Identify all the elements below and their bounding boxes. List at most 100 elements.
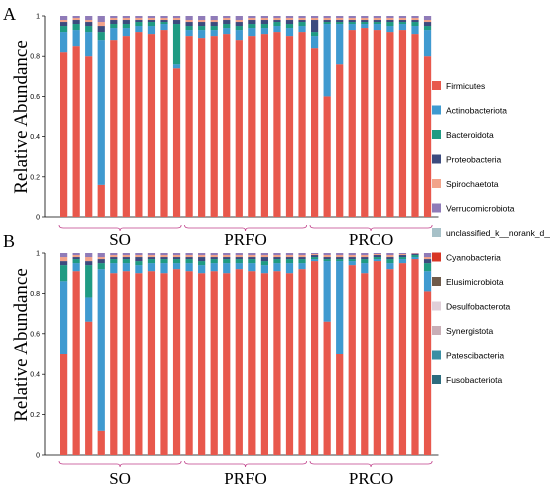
- bar-segment-verrucomicrobiota: [172, 253, 181, 256]
- bar-segment-bacteroidota: [273, 259, 281, 264]
- bar-segment-actinobacteriota: [185, 263, 193, 272]
- bar-segment-spirochaetota: [248, 18, 256, 21]
- bar-segment-firmicutes: [223, 273, 231, 455]
- bar-segment-proteobacteria: [72, 257, 80, 260]
- bar-segment-spirochaetota: [210, 20, 218, 23]
- bar-segment-firmicutes: [248, 36, 256, 217]
- bar-segment-proteobacteria: [223, 257, 231, 260]
- group-label-prco: PRCO: [349, 230, 393, 249]
- group-bracket: [58, 224, 182, 232]
- bar-segment-actinobacteriota: [185, 30, 193, 37]
- bar-segment-firmicutes: [85, 321, 93, 455]
- bar-segment-verrucomicrobiota: [423, 253, 432, 258]
- bar-segment-actinobacteriota: [248, 28, 256, 37]
- bar-segment-bacteroidota: [185, 26, 193, 31]
- bar-segment-firmicutes: [122, 271, 130, 455]
- bar-segment-bacteroidota: [336, 259, 344, 262]
- bar-segment-proteobacteria: [323, 257, 331, 260]
- bar-segment-actinobacteriota: [110, 263, 118, 274]
- legend-label: Verrucomicrobiota: [446, 204, 515, 214]
- bar-segment-spirochaetota: [135, 255, 143, 258]
- bar-segment-bacteroidota: [298, 259, 306, 264]
- bar-segment-bacteroidota: [147, 22, 156, 27]
- bar-segment-bacteroidota: [285, 259, 294, 264]
- legend-label: Spirochaetota: [446, 179, 499, 189]
- bar-segment-verrucomicrobiota: [260, 16, 268, 19]
- bar-segment-actinobacteriota: [423, 271, 432, 292]
- bar-segment-verrucomicrobiota: [122, 16, 130, 19]
- bar-segment-proteobacteria: [210, 257, 218, 260]
- bar-segment-firmicutes: [260, 273, 268, 455]
- bar-segment-actinobacteriota: [223, 263, 231, 274]
- bar-segment-firmicutes: [361, 273, 369, 455]
- bar-segment-verrucomicrobiota: [85, 253, 93, 258]
- bar-segment-actinobacteriota: [235, 30, 243, 41]
- bar-segment-actinobacteriota: [147, 26, 156, 35]
- bar-segment-verrucomicrobiota: [260, 253, 268, 256]
- bar-segment-verrucomicrobiota: [348, 16, 356, 19]
- bar-segment-spirochaetota: [386, 255, 394, 258]
- panel-a: A Relative Abundance 0 0.2 0.4 0.6 0.8 1 SO PRF…: [3, 4, 439, 249]
- bar-segment-verrucomicrobiota: [336, 253, 344, 256]
- bar-segment-firmicutes: [361, 28, 369, 218]
- bar-segment-verrucomicrobiota: [361, 253, 369, 256]
- bar-segment-actinobacteriota: [411, 26, 419, 35]
- bar-segment-bacteroidota: [348, 22, 356, 25]
- bar-segment-bacteroidota: [260, 24, 268, 29]
- bar-segment-bacteroidota: [248, 24, 256, 29]
- bar-segment-firmicutes: [160, 30, 168, 217]
- bar-segment-verrucomicrobiota: [72, 16, 80, 19]
- bar-segment-bacteroidota: [386, 259, 394, 264]
- bar-segment-firmicutes: [60, 354, 68, 455]
- bar-segment-spirochaetota: [172, 255, 181, 258]
- bar-segment-verrucomicrobiota: [361, 16, 369, 19]
- bar-segment-actinobacteriota: [298, 26, 306, 33]
- bar-segment-bacteroidota: [223, 259, 231, 264]
- bar-segment-bacteroidota: [110, 259, 118, 264]
- bar-segment-actinobacteriota: [361, 24, 369, 29]
- bar-segment-firmicutes: [97, 184, 105, 217]
- bar-segment-proteobacteria: [336, 257, 344, 260]
- bar-segment-verrucomicrobiota: [210, 253, 218, 256]
- bar-segment-verrucomicrobiota: [122, 253, 130, 256]
- legend-label: Actinobacteriota: [446, 106, 507, 116]
- legend-swatch: [432, 179, 441, 188]
- bar-segment-proteobacteria: [223, 20, 231, 25]
- bar-segment-bacteroidota: [60, 265, 68, 282]
- bar-segment-bacteroidota: [423, 263, 432, 272]
- legend-swatch: [432, 81, 441, 90]
- bar-segment-spirochaetota: [411, 253, 419, 255]
- bar-segment-verrucomicrobiota: [135, 253, 143, 256]
- bar-segment-spirochaetota: [248, 255, 256, 258]
- bar-segment-actinobacteriota: [72, 263, 80, 272]
- bar-segment-spirochaetota: [160, 255, 168, 258]
- bar-segment-actinobacteriota: [373, 259, 381, 262]
- bar-segment-actinobacteriota: [398, 24, 407, 31]
- bar-segment-spirochaetota: [373, 18, 381, 21]
- bar-segment-proteobacteria: [260, 257, 268, 262]
- bar-segment-spirochaetota: [60, 20, 68, 23]
- bar-segment-proteobacteria: [122, 257, 130, 260]
- bar-segment-proteobacteria: [411, 254, 419, 256]
- bar-segment-bacteroidota: [361, 259, 369, 264]
- bar-segment-bacteroidota: [135, 22, 143, 27]
- bar-segment-spirochaetota: [160, 18, 168, 21]
- bar-segment-spirochaetota: [311, 254, 319, 256]
- bar-segment-firmicutes: [386, 269, 394, 455]
- bar-segment-verrucomicrobiota: [373, 16, 381, 19]
- bar-segment-bacteroidota: [210, 259, 218, 264]
- bar-segment-bacteroidota: [398, 257, 407, 260]
- bar-segment-spirochaetota: [273, 255, 281, 258]
- bar-segment-verrucomicrobiota: [172, 16, 181, 19]
- legend-label: Proteobacteria: [446, 155, 502, 165]
- bar-segment-spirochaetota: [147, 255, 156, 258]
- bar-segment-bacteroidota: [298, 22, 306, 27]
- bar-segment-firmicutes: [373, 30, 381, 217]
- bar-segment-bacteroidota: [160, 259, 168, 264]
- legend-label: Bacteroidota: [446, 130, 494, 140]
- panel-b: B Relative Abundance 0 0.2 0.4 0.6 0.8 1 SO PRF…: [3, 231, 439, 488]
- group-bracket: [184, 460, 308, 468]
- bar-segment-bacteroidota: [85, 26, 93, 33]
- bar-segment-spirochaetota: [172, 18, 181, 21]
- bar-segment-verrucomicrobiota: [323, 253, 331, 256]
